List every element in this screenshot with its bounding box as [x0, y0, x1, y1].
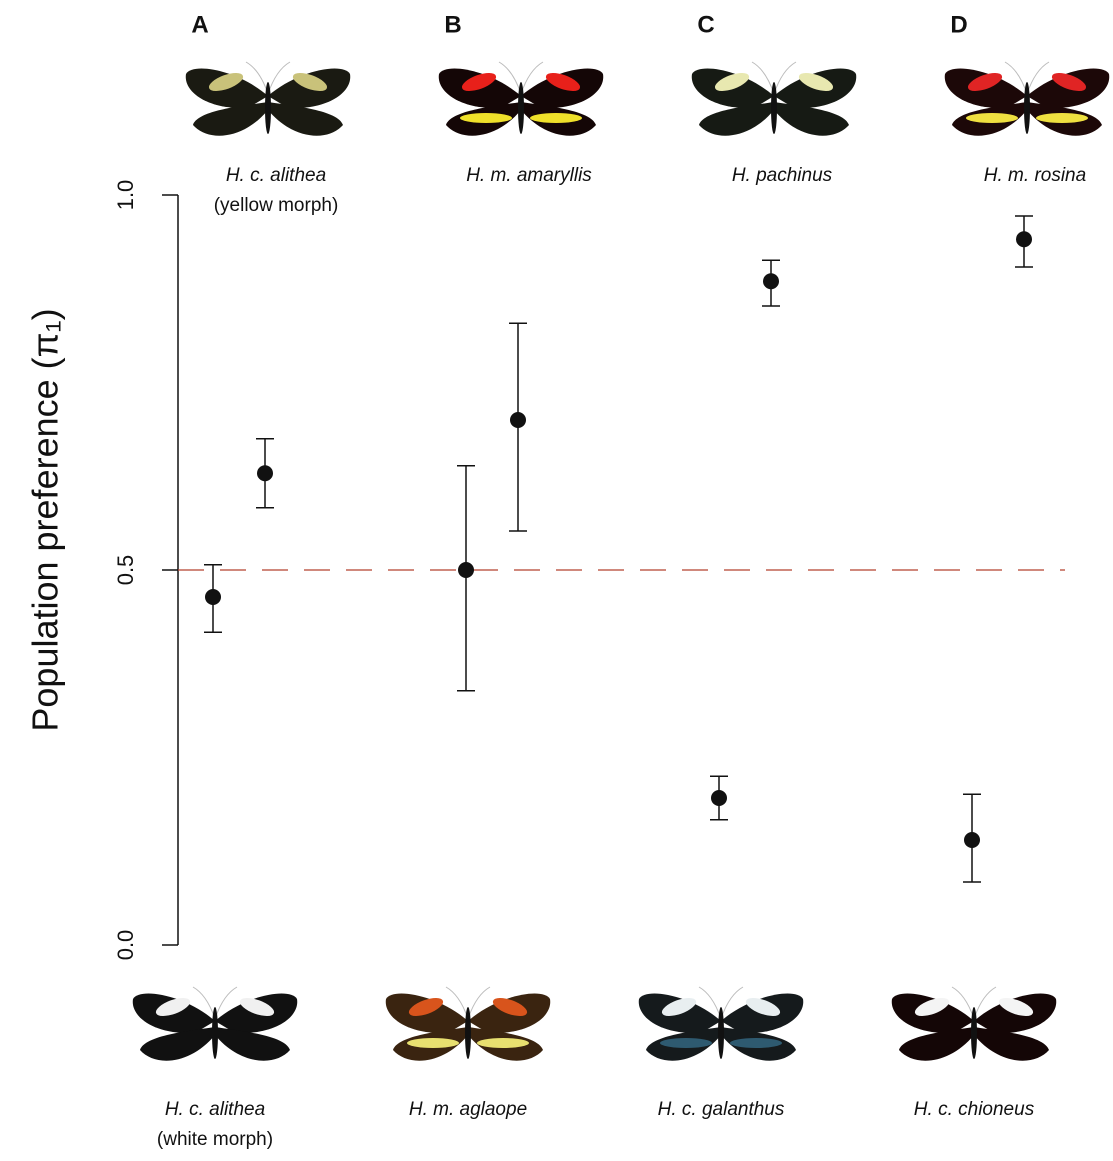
- butterfly-image: [638, 986, 804, 1061]
- point: [510, 412, 526, 428]
- species-name: H. c. alithea: [226, 165, 326, 186]
- species-name: H. m. amaryllis: [466, 165, 592, 186]
- butterfly-image: [691, 61, 857, 136]
- butterfly-image: [891, 986, 1057, 1061]
- body: [212, 1007, 218, 1059]
- wing-band: [155, 997, 191, 1017]
- wing-band: [967, 72, 1003, 92]
- body: [265, 82, 271, 134]
- species-note: (white morph): [157, 1129, 273, 1150]
- body: [771, 82, 777, 134]
- wing-band: [407, 1038, 459, 1048]
- wing-band: [545, 72, 581, 92]
- species-name: H. c. chioneus: [914, 1099, 1035, 1120]
- wing-band: [208, 72, 244, 92]
- butterfly-image: [185, 61, 351, 136]
- y-tick-label: 0.5: [113, 555, 138, 586]
- body: [718, 1007, 724, 1059]
- wing-band: [661, 997, 697, 1017]
- species-note: (yellow morph): [214, 195, 339, 216]
- butterfly-image: [438, 61, 604, 136]
- wing-band: [745, 997, 781, 1017]
- body: [971, 1007, 977, 1059]
- wing: [774, 102, 849, 136]
- species-name: H. c. alithea: [165, 1099, 265, 1120]
- panel-label: A: [191, 11, 208, 38]
- wing: [268, 102, 343, 136]
- species-name: H. m. rosina: [984, 165, 1086, 186]
- wing-band: [660, 1038, 712, 1048]
- body: [518, 82, 524, 134]
- species-name: H. m. aglaope: [409, 1099, 527, 1120]
- wing-band: [239, 997, 275, 1017]
- wing-band: [492, 997, 528, 1017]
- wing-band: [714, 72, 750, 92]
- wing-band: [966, 113, 1018, 123]
- wing: [193, 102, 268, 136]
- body: [465, 1007, 471, 1059]
- wing-band: [998, 997, 1034, 1017]
- y-axis-label: Population preference (π₁): [25, 308, 66, 731]
- panel-label: B: [444, 11, 461, 38]
- point: [711, 790, 727, 806]
- point: [1016, 231, 1032, 248]
- wing-band: [408, 997, 444, 1017]
- wing-band: [914, 997, 950, 1017]
- panel-label: C: [697, 11, 714, 38]
- wing: [140, 1027, 215, 1061]
- species-name: H. c. galanthus: [658, 1099, 785, 1120]
- point: [257, 465, 273, 482]
- wing: [699, 102, 774, 136]
- y-tick-label: 1.0: [113, 180, 138, 211]
- butterfly-image: [132, 986, 298, 1061]
- point: [458, 562, 474, 578]
- butterfly-image: [385, 986, 551, 1061]
- point: [205, 589, 221, 605]
- wing-band: [477, 1038, 529, 1048]
- point: [763, 273, 779, 290]
- wing: [974, 1027, 1049, 1061]
- wing-band: [798, 72, 834, 92]
- wing-band: [292, 72, 328, 92]
- wing-band: [460, 113, 512, 123]
- wing-band: [730, 1038, 782, 1048]
- wing: [899, 1027, 974, 1061]
- butterfly-image: [944, 61, 1110, 136]
- species-name: H. pachinus: [732, 165, 833, 186]
- panel-label: D: [950, 11, 967, 38]
- wing: [215, 1027, 290, 1061]
- y-tick-label: 0.0: [113, 930, 138, 961]
- wing-band: [461, 72, 497, 92]
- wing-band: [1036, 113, 1088, 123]
- wing-band: [530, 113, 582, 123]
- point: [964, 832, 980, 848]
- body: [1024, 82, 1030, 134]
- wing-band: [1051, 72, 1087, 92]
